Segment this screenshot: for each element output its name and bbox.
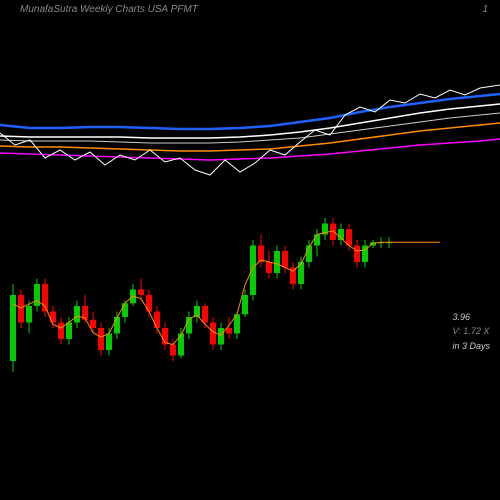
price-value: 3.96 <box>452 310 490 324</box>
price-info-block: 3.96 V: 1.72 X in 3 Days <box>452 310 490 353</box>
chart-canvas <box>0 0 500 500</box>
volume-value: V: 1.72 X <box>452 324 490 338</box>
days-value: in 3 Days <box>452 339 490 353</box>
